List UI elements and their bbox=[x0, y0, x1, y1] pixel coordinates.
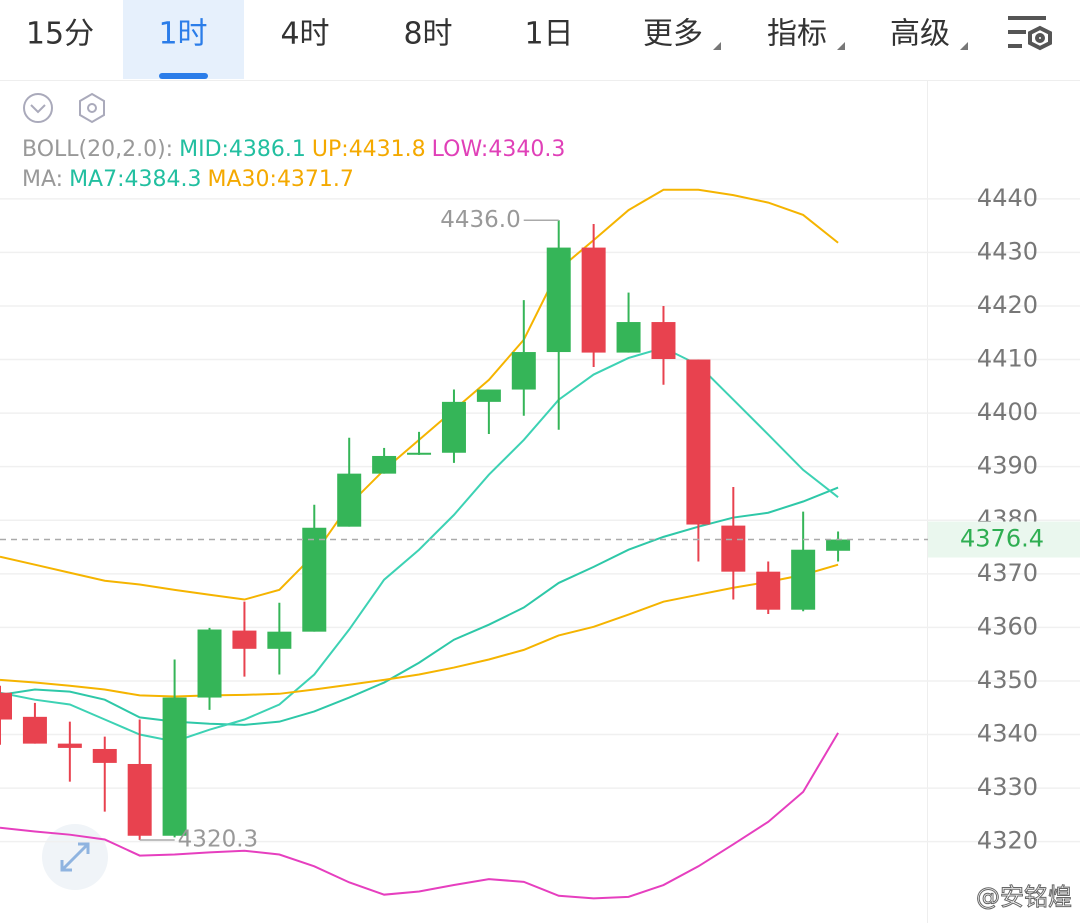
last-price-tag bbox=[928, 521, 1080, 558]
legend-value: 4340.3 bbox=[488, 137, 565, 162]
legend-name: UP: bbox=[312, 137, 349, 162]
active-tab-indicator bbox=[159, 73, 208, 79]
tab[interactable]: 15分 bbox=[26, 17, 94, 52]
y-tick-label: 4420 bbox=[977, 291, 1038, 319]
candle-body bbox=[546, 247, 571, 353]
candle-body bbox=[197, 629, 222, 698]
indicator-legend: BOLL(20,2.0): MID:4386.1 UP:4431.8 LOW:4340… bbox=[22, 137, 565, 162]
y-tick-label: 4320 bbox=[977, 827, 1038, 855]
legend-name: MA7: bbox=[69, 167, 124, 192]
legend-value: 4386.1 bbox=[229, 137, 306, 162]
indicator-line bbox=[0, 486, 839, 726]
candle-body bbox=[57, 743, 82, 748]
legend-group-label: MA: bbox=[22, 167, 63, 192]
candle-body bbox=[127, 763, 152, 836]
y-tick-label: 4400 bbox=[977, 398, 1038, 426]
watermark: @安铭煌 bbox=[976, 883, 1072, 911]
y-tick-label: 4360 bbox=[977, 612, 1038, 640]
y-tick-label: 4330 bbox=[977, 773, 1038, 801]
tab[interactable]: 1日 bbox=[524, 17, 573, 52]
legend-value: 4371.7 bbox=[277, 167, 354, 192]
candle-body bbox=[92, 748, 117, 763]
legend-name: MA30: bbox=[208, 167, 277, 192]
y-tick-label: 4440 bbox=[977, 184, 1038, 212]
candle-body bbox=[0, 692, 12, 720]
candle-body bbox=[162, 697, 187, 836]
y-tick-label: 4430 bbox=[977, 237, 1038, 265]
indicator-line bbox=[0, 188, 839, 601]
y-tick-label: 4390 bbox=[977, 452, 1038, 480]
indicator-settings-icon[interactable] bbox=[79, 92, 105, 124]
tab[interactable]: 1时 bbox=[158, 17, 207, 52]
candle-body bbox=[616, 322, 641, 353]
y-tick-label: 4350 bbox=[977, 666, 1038, 694]
fullscreen-button[interactable] bbox=[42, 824, 108, 890]
candle-body bbox=[372, 455, 397, 474]
tab[interactable]: 4时 bbox=[280, 17, 329, 52]
settings-icon[interactable] bbox=[1008, 16, 1052, 51]
indicator-line bbox=[0, 732, 839, 900]
candle-body bbox=[476, 389, 501, 402]
y-tick-label: 4340 bbox=[977, 720, 1038, 748]
indicator-line bbox=[0, 563, 839, 698]
legend-name: LOW: bbox=[432, 137, 489, 162]
dropdown-caret bbox=[837, 42, 845, 50]
active-tab-bg bbox=[123, 0, 244, 79]
last-price-label: 4376.4 bbox=[960, 525, 1044, 553]
candle-body bbox=[791, 549, 816, 610]
legend-group-label: BOLL(20,2.0): bbox=[22, 137, 173, 162]
candle-body bbox=[511, 352, 536, 390]
candle-body bbox=[407, 452, 432, 455]
collapse-icon[interactable] bbox=[23, 93, 53, 123]
y-tick-label: 4410 bbox=[977, 345, 1038, 373]
candle-body bbox=[267, 631, 292, 649]
candle-body bbox=[826, 539, 851, 551]
annotation-label: 4320.3 bbox=[178, 827, 258, 853]
legend-name: MID: bbox=[179, 137, 229, 162]
candle-body bbox=[22, 716, 47, 744]
candle-body bbox=[232, 630, 257, 649]
tab[interactable]: 高级 bbox=[890, 17, 950, 52]
candle-body bbox=[721, 525, 746, 572]
tab[interactable]: 指标 bbox=[767, 17, 827, 52]
indicator-legend: MA: MA7:4384.3 MA30:4371.7 bbox=[22, 167, 354, 192]
candle-body bbox=[756, 571, 781, 610]
dropdown-caret bbox=[713, 42, 721, 50]
indicator-line bbox=[0, 346, 839, 743]
candle-body bbox=[686, 359, 711, 525]
candle-body bbox=[302, 527, 327, 632]
legend-value: 4431.8 bbox=[349, 137, 426, 162]
y-tick-label: 4370 bbox=[977, 559, 1038, 587]
tab[interactable]: 8时 bbox=[403, 17, 452, 52]
tab[interactable]: 更多 bbox=[643, 17, 703, 52]
annotation-label: 4436.0 bbox=[440, 207, 520, 233]
candle-body bbox=[441, 401, 466, 453]
candle-body bbox=[581, 247, 606, 353]
legend-value: 4384.3 bbox=[125, 167, 202, 192]
candle-body bbox=[337, 473, 362, 527]
dropdown-caret bbox=[960, 42, 968, 50]
candle-body bbox=[651, 322, 676, 360]
